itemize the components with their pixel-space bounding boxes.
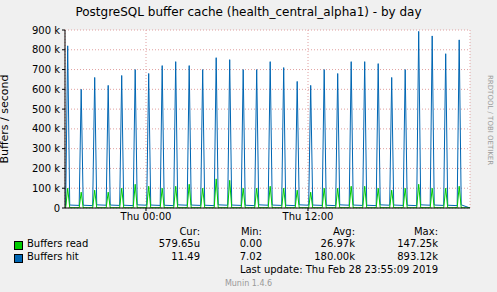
- svg-text:900 k: 900 k: [32, 25, 60, 36]
- html-text:Last update: Thu Feb 28 23:55:: Last update: Thu Feb 28 23:55:09 2019: [239, 264, 438, 275]
- html-text:Munin 1.4.6: Munin 1.4.6: [224, 279, 273, 288]
- html-text:Buffers read: Buffers read: [27, 238, 89, 249]
- svg-text:800 k: 800 k: [32, 44, 60, 55]
- html-text:0.00: 0.00: [239, 238, 262, 249]
- html-text:Avg:: Avg:: [333, 226, 355, 237]
- html-text:PostgreSQL buffer cache (healt: PostgreSQL buffer cache (health_central_…: [75, 5, 422, 19]
- html-text:147.25k: 147.25k: [397, 238, 438, 249]
- html-text:26.97k: 26.97k: [320, 238, 355, 249]
- svg-text:500 k: 500 k: [32, 104, 60, 115]
- html-text:180.00k: 180.00k: [314, 251, 355, 262]
- html-text:893.12k: 893.12k: [397, 251, 438, 262]
- svg-text:700 k: 700 k: [32, 64, 60, 75]
- html-text:Min:: Min:: [240, 226, 262, 237]
- svg-text:0: 0: [54, 203, 60, 214]
- html-text:7.02: 7.02: [239, 251, 262, 262]
- svg-text:200 k: 200 k: [32, 163, 60, 174]
- svg-text:400 k: 400 k: [32, 123, 60, 134]
- html-text:Buffers hit: Buffers hit: [27, 251, 79, 262]
- html-text:Cur:: Cur:: [179, 226, 200, 237]
- html-text:579.65u: 579.65u: [158, 238, 200, 249]
- svg-text:Thu 00:00: Thu 00:00: [120, 211, 172, 222]
- svg-text:Thu 12:00: Thu 12:00: [282, 211, 334, 222]
- svg-text:100 k: 100 k: [32, 183, 60, 194]
- html-text:Max:: Max:: [414, 226, 438, 237]
- svg-text:300 k: 300 k: [32, 143, 60, 154]
- svg-text:Buffers / second: Buffers / second: [8, 74, 11, 163]
- html-text:11.49: 11.49: [171, 251, 200, 262]
- svg-text:600 k: 600 k: [32, 84, 60, 95]
- html-text:RRDTOOL / TOBI OETIKER: RRDTOOL / TOBI OETIKER: [486, 74, 494, 166]
